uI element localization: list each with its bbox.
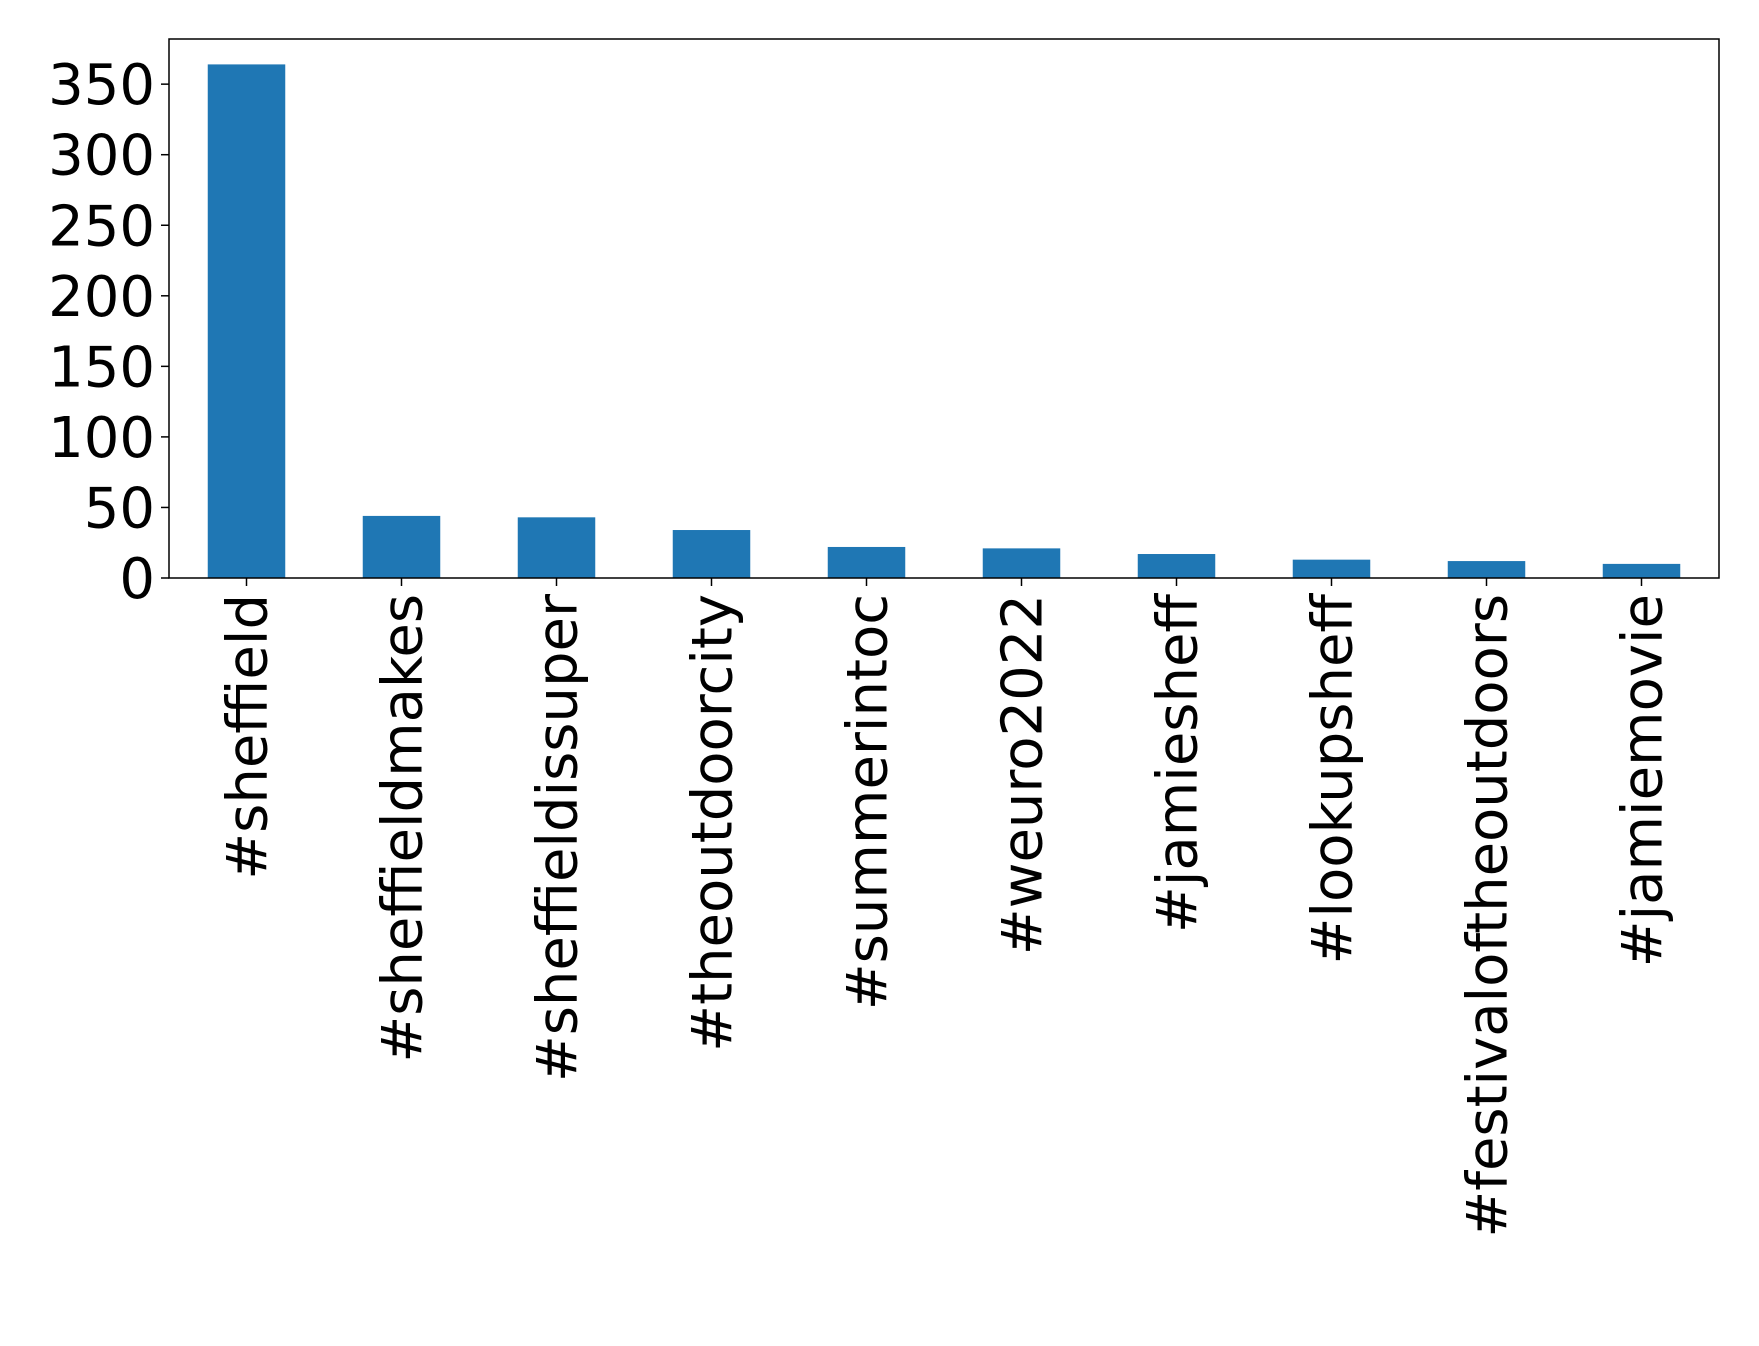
bar (827, 546, 906, 578)
x-tick-label: #festivaloftheoutdoors (1456, 594, 1521, 1238)
bar (517, 517, 596, 578)
x-tick-label: #weuro2022 (991, 594, 1056, 955)
y-tick-label: 0 (119, 547, 155, 612)
y-tick-label: 250 (48, 194, 155, 259)
y-tick-label: 350 (48, 53, 155, 118)
bar (672, 530, 751, 578)
y-tick-label: 300 (48, 124, 155, 189)
y-tick-label: 150 (48, 335, 155, 400)
bar (1602, 563, 1681, 578)
bar (982, 548, 1061, 578)
y-tick-label: 50 (84, 476, 155, 541)
bar (362, 515, 441, 578)
x-tick-label: #sheffieldmakes (371, 594, 436, 1063)
x-tick-label: #sheffieldissuper (526, 593, 591, 1082)
bar (1447, 561, 1526, 578)
x-tick-label: #jamiesheff (1146, 593, 1211, 933)
x-tick-label: #summerintoc (836, 594, 901, 1010)
bar (1137, 554, 1216, 578)
y-tick-label: 200 (48, 265, 155, 330)
x-tick-label: #jamiemovie (1611, 594, 1676, 967)
y-tick-label: 100 (48, 406, 155, 471)
plot-frame (168, 38, 1720, 579)
x-tick-label: #lookupsheff (1301, 593, 1366, 965)
x-tick-label: #sheffield (216, 594, 281, 880)
x-tick-label: #theoutdoorcity (681, 594, 746, 1052)
bar (207, 64, 286, 579)
bar (1292, 559, 1371, 578)
